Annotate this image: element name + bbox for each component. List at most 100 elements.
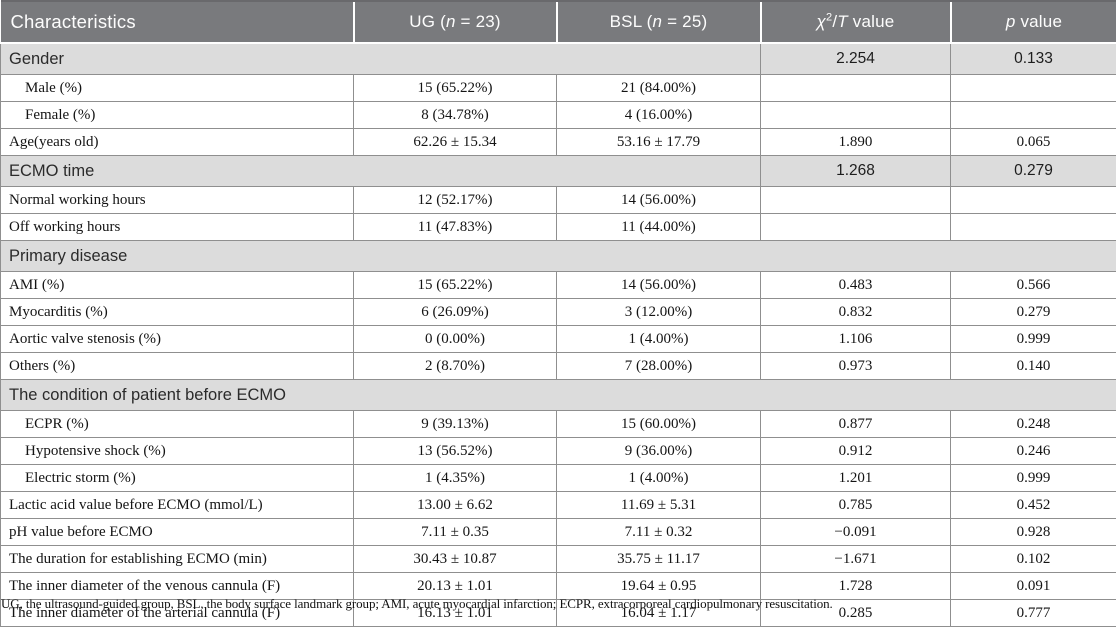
characteristic-label: Aortic valve stenosis (%) bbox=[1, 326, 354, 353]
chi-value: 0.832 bbox=[761, 299, 951, 326]
bsl-value: 14 (56.00%) bbox=[557, 187, 761, 214]
col-header-p-value: p value bbox=[951, 1, 1116, 43]
characteristic-label: AMI (%) bbox=[1, 272, 354, 299]
chi-value: 0.483 bbox=[761, 272, 951, 299]
table-row: Myocarditis (%)6 (26.09%)3 (12.00%)0.832… bbox=[1, 299, 1116, 326]
p-value: 0.999 bbox=[951, 326, 1116, 353]
characteristic-label: Age(years old) bbox=[1, 129, 354, 156]
chi-value bbox=[761, 102, 951, 129]
ug-value: 62.26 ± 15.34 bbox=[354, 129, 557, 156]
ug-value: 15 (65.22%) bbox=[354, 272, 557, 299]
characteristic-label: The duration for establishing ECMO (min) bbox=[1, 546, 354, 573]
chi-value bbox=[761, 75, 951, 102]
p-value: 0.279 bbox=[951, 299, 1116, 326]
characteristic-label: ECPR (%) bbox=[1, 411, 354, 438]
ug-value: 6 (26.09%) bbox=[354, 299, 557, 326]
section-label: Primary disease bbox=[1, 241, 1116, 272]
p-value: 0.928 bbox=[951, 519, 1116, 546]
p-value bbox=[951, 214, 1116, 241]
ug-value: 9 (39.13%) bbox=[354, 411, 557, 438]
p-value: 0.452 bbox=[951, 492, 1116, 519]
section-label: Gender bbox=[1, 43, 761, 75]
section-label: ECMO time bbox=[1, 156, 761, 187]
table-row: Electric storm (%)1 (4.35%)1 (4.00%)1.20… bbox=[1, 465, 1116, 492]
col-header-bsl: BSL (n = 25) bbox=[557, 1, 761, 43]
chi-value: 1.890 bbox=[761, 129, 951, 156]
bsl-value: 15 (60.00%) bbox=[557, 411, 761, 438]
p-value: 0.279 bbox=[951, 156, 1116, 187]
chi-value: −0.091 bbox=[761, 519, 951, 546]
ug-value: 2 (8.70%) bbox=[354, 353, 557, 380]
table-row: Female (%)8 (34.78%)4 (16.00%) bbox=[1, 102, 1116, 129]
table-footnote: UG, the ultrasound-guided group, BSL, th… bbox=[1, 596, 1113, 612]
chi-value: 2.254 bbox=[761, 43, 951, 75]
bsl-value: 11 (44.00%) bbox=[557, 214, 761, 241]
chi-value: 0.973 bbox=[761, 353, 951, 380]
table-row: Male (%)15 (65.22%)21 (84.00%) bbox=[1, 75, 1116, 102]
characteristic-label: pH value before ECMO bbox=[1, 519, 354, 546]
table-header: Characteristics UG (n = 23) BSL (n = 25)… bbox=[1, 1, 1116, 43]
characteristic-label: Electric storm (%) bbox=[1, 465, 354, 492]
chi-value: 0.912 bbox=[761, 438, 951, 465]
chi-value: −1.671 bbox=[761, 546, 951, 573]
col-header-chi-t-value: χ2/T value bbox=[761, 1, 951, 43]
p-value: 0.566 bbox=[951, 272, 1116, 299]
characteristic-label: Hypotensive shock (%) bbox=[1, 438, 354, 465]
p-value: 0.140 bbox=[951, 353, 1116, 380]
ug-value: 13 (56.52%) bbox=[354, 438, 557, 465]
bsl-value: 21 (84.00%) bbox=[557, 75, 761, 102]
p-value bbox=[951, 102, 1116, 129]
bsl-value: 4 (16.00%) bbox=[557, 102, 761, 129]
characteristic-label: Female (%) bbox=[1, 102, 354, 129]
p-value: 0.248 bbox=[951, 411, 1116, 438]
header-row: Characteristics UG (n = 23) BSL (n = 25)… bbox=[1, 1, 1116, 43]
ug-value: 30.43 ± 10.87 bbox=[354, 546, 557, 573]
table-row: Hypotensive shock (%)13 (56.52%)9 (36.00… bbox=[1, 438, 1116, 465]
characteristic-label: Off working hours bbox=[1, 214, 354, 241]
ug-value: 11 (47.83%) bbox=[354, 214, 557, 241]
characteristic-label: Male (%) bbox=[1, 75, 354, 102]
table-row: Lactic acid value before ECMO (mmol/L)13… bbox=[1, 492, 1116, 519]
ug-value: 1 (4.35%) bbox=[354, 465, 557, 492]
ug-value: 0 (0.00%) bbox=[354, 326, 557, 353]
bsl-value: 7.11 ± 0.32 bbox=[557, 519, 761, 546]
ug-value: 7.11 ± 0.35 bbox=[354, 519, 557, 546]
p-value: 0.102 bbox=[951, 546, 1116, 573]
p-value bbox=[951, 75, 1116, 102]
bsl-value: 14 (56.00%) bbox=[557, 272, 761, 299]
chi-value bbox=[761, 214, 951, 241]
chi-value: 0.877 bbox=[761, 411, 951, 438]
bsl-value: 35.75 ± 11.17 bbox=[557, 546, 761, 573]
bsl-value: 9 (36.00%) bbox=[557, 438, 761, 465]
chi-value: 1.201 bbox=[761, 465, 951, 492]
ug-value: 8 (34.78%) bbox=[354, 102, 557, 129]
p-value: 0.065 bbox=[951, 129, 1116, 156]
col-header-ug: UG (n = 23) bbox=[354, 1, 557, 43]
section-label: The condition of patient before ECMO bbox=[1, 380, 1116, 411]
chi-value bbox=[761, 187, 951, 214]
chi-value: 1.106 bbox=[761, 326, 951, 353]
col-header-characteristics: Characteristics bbox=[1, 1, 354, 43]
chi-value: 1.268 bbox=[761, 156, 951, 187]
ug-value: 15 (65.22%) bbox=[354, 75, 557, 102]
section-row: Primary disease bbox=[1, 241, 1116, 272]
bsl-value: 3 (12.00%) bbox=[557, 299, 761, 326]
p-value: 0.999 bbox=[951, 465, 1116, 492]
bsl-value: 11.69 ± 5.31 bbox=[557, 492, 761, 519]
chi-value: 0.785 bbox=[761, 492, 951, 519]
ug-value: 13.00 ± 6.62 bbox=[354, 492, 557, 519]
table-row: The duration for establishing ECMO (min)… bbox=[1, 546, 1116, 573]
characteristic-label: Lactic acid value before ECMO (mmol/L) bbox=[1, 492, 354, 519]
table-row: Aortic valve stenosis (%)0 (0.00%)1 (4.0… bbox=[1, 326, 1116, 353]
